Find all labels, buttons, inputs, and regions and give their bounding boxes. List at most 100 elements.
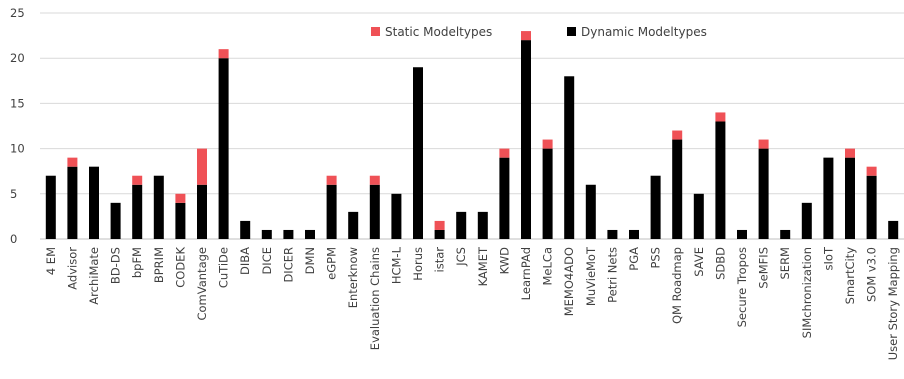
bar-static-1 (67, 157, 78, 167)
x-tick-label: eGPM (325, 247, 339, 280)
y-tick-label: 15 (10, 96, 25, 110)
bar-dynamic-8 (218, 58, 229, 240)
bar-dynamic-1 (67, 166, 78, 239)
bar-dynamic-11 (283, 229, 294, 239)
y-tick-label: 5 (10, 187, 17, 201)
x-tick-label: Petri Nets (605, 247, 619, 303)
y-axis: 0 5 10 15 20 25 (10, 6, 25, 246)
bar-dynamic-14 (348, 211, 359, 239)
y-tick-label: 0 (10, 232, 17, 246)
x-tick-label: ArchiMate (87, 247, 101, 305)
x-tick-label: SDBD (713, 247, 727, 280)
legend-label-dynamic: Dynamic Modeltypes (581, 25, 707, 39)
y-tick-label: 25 (10, 6, 25, 20)
x-tick-label: sIoT (821, 246, 835, 270)
bar-dynamic-36 (823, 157, 834, 239)
bar-dynamic-27 (629, 229, 639, 239)
x-tick-label: PSS (649, 247, 663, 269)
bar-dynamic-5 (153, 175, 164, 239)
bar-static-29 (672, 130, 683, 140)
legend-swatch-dynamic (567, 27, 576, 36)
bar-dynamic-0 (45, 175, 56, 239)
bar-dynamic-18 (434, 229, 445, 239)
legend-swatch-static (371, 27, 380, 36)
x-tick-label: 4 EM (44, 247, 58, 275)
x-tick-label: Horus (411, 247, 425, 281)
x-tick-label: SeMFIS (757, 247, 771, 289)
x-tick-label: DICE (260, 247, 274, 275)
x-tick-label: DMN (303, 247, 317, 274)
x-tick-label: MEMO4ADO (562, 247, 576, 316)
x-tick-label: BD-DS (109, 247, 123, 284)
bar-dynamic-33 (758, 148, 769, 239)
bar-dynamic-38 (866, 175, 877, 239)
gridlines (40, 12, 904, 240)
x-tick-label: MuVieMoT (584, 246, 598, 306)
bar-dynamic-35 (801, 202, 812, 239)
bar-dynamic-19 (456, 211, 467, 239)
bar-static-4 (132, 175, 143, 185)
bar-static-21 (499, 148, 510, 158)
bar-dynamic-26 (607, 229, 618, 239)
x-tick-label: ComVantage (195, 247, 209, 321)
bar-dynamic-7 (197, 184, 207, 239)
x-tick-label: PGA (627, 247, 641, 271)
bar-dynamic-24 (564, 76, 575, 239)
bar-dynamic-30 (693, 193, 704, 239)
bar-static-23 (542, 139, 553, 149)
x-tick-label: BPRIM (152, 247, 166, 283)
bar-dynamic-17 (413, 67, 423, 240)
bar-static-22 (521, 31, 531, 41)
bar-dynamic-29 (672, 139, 683, 239)
x-tick-label: SIMchronization (800, 247, 814, 338)
bar-dynamic-21 (499, 157, 510, 239)
x-tick-label: SmartCity (843, 247, 857, 305)
x-tick-label: Secure Tropos (735, 247, 749, 327)
bar-dynamic-39 (888, 220, 899, 239)
bar-static-37 (845, 148, 855, 158)
bar-dynamic-13 (326, 184, 337, 239)
x-tick-label: HCM-L (389, 246, 403, 284)
bar-static-8 (218, 49, 229, 59)
x-tick-label: Evaluation Chains (368, 247, 382, 350)
x-tick-label: SERM (778, 247, 792, 279)
legend-label-static: Static Modeltypes (385, 25, 492, 39)
x-tick-label: SAVE (692, 247, 706, 277)
x-tick-label: KWD (497, 247, 511, 275)
bar-dynamic-3 (110, 202, 121, 239)
bar-dynamic-34 (780, 229, 791, 239)
bars (45, 31, 899, 240)
x-tick-label: JCS (454, 247, 468, 267)
bar-static-13 (326, 175, 337, 185)
bar-dynamic-16 (391, 193, 402, 239)
x-tick-label: MeLCa (541, 247, 555, 285)
y-tick-label: 10 (10, 142, 25, 156)
x-axis: 4 EM Advisor ArchiMate BD-DS bpFM BPRIM CODEK C… (44, 246, 900, 360)
bar-dynamic-10 (261, 229, 272, 239)
x-tick-label: DICER (281, 247, 295, 283)
bar-dynamic-4 (132, 184, 143, 239)
bar-dynamic-28 (650, 175, 661, 239)
x-tick-label: istar (433, 247, 447, 273)
bar-static-7 (197, 148, 207, 185)
bar-dynamic-12 (305, 229, 315, 239)
bar-dynamic-25 (585, 184, 596, 239)
x-tick-label: KAMET (476, 246, 490, 286)
x-tick-label: SOM v3.0 (865, 247, 879, 302)
bar-static-38 (866, 166, 877, 176)
y-tick-label: 20 (10, 51, 25, 65)
x-tick-label: CODEK (173, 247, 187, 288)
bar-static-6 (175, 193, 186, 203)
bar-dynamic-2 (89, 166, 99, 239)
bar-dynamic-32 (737, 229, 747, 239)
bar-static-15 (369, 175, 380, 185)
x-tick-label: bpFM (130, 247, 144, 278)
bar-dynamic-23 (542, 148, 553, 239)
legend: Static Modeltypes Dynamic Modeltypes (371, 25, 707, 39)
bar-static-33 (758, 139, 769, 149)
bar-static-18 (434, 220, 445, 230)
bar-dynamic-20 (477, 211, 488, 239)
x-tick-label: DIBA (238, 247, 252, 275)
bar-dynamic-22 (521, 40, 531, 240)
